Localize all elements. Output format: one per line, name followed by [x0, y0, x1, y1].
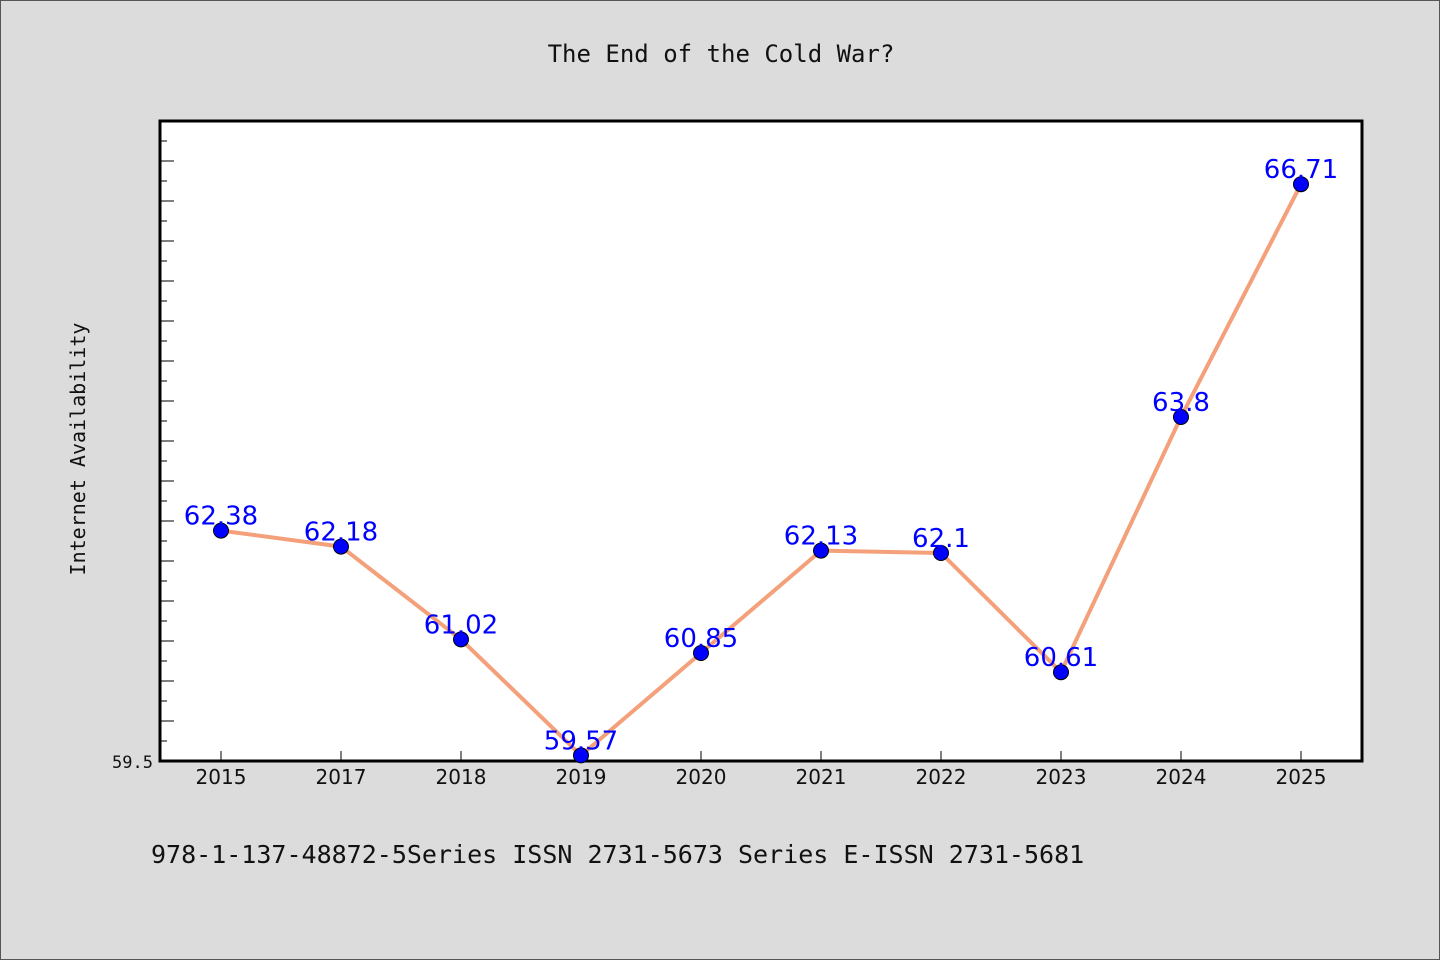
data-point	[1173, 409, 1189, 425]
data-point	[1293, 176, 1309, 193]
data-label: 60.85	[664, 624, 738, 654]
series-line-group	[219, 182, 1303, 758]
data-point	[333, 538, 349, 555]
data-label: 62.1	[912, 524, 970, 554]
footer-text: 978-1-137-48872-5Series ISSN 2731-5673 S…	[151, 840, 1084, 869]
x-tick-label: 2023	[1036, 765, 1087, 789]
x-tick-label: 2025	[1276, 765, 1327, 789]
x-tick-label: 2022	[916, 765, 967, 789]
data-points	[213, 176, 1309, 764]
data-label: 60.61	[1024, 643, 1098, 673]
series-line	[219, 182, 1303, 758]
data-label: 66.71	[1264, 155, 1338, 185]
data-labels: 62.38 62.18 61.02 59.57 60.85 62.13 62.1 60.61 6…	[184, 155, 1338, 756]
chart-title: The End of the Cold War?	[548, 40, 895, 68]
data-point	[1053, 664, 1069, 681]
data-point	[693, 645, 709, 661]
data-point	[453, 631, 469, 648]
data-label: 63.8	[1152, 388, 1210, 418]
x-axis-ticks: 2015 2017 2018 2019 2020 2021 2022 2023 2024 2025	[196, 751, 1327, 789]
plot-area	[158, 119, 1364, 763]
x-tick-label: 2019	[556, 765, 607, 789]
data-label: 62.13	[784, 522, 858, 552]
data-point	[573, 747, 589, 764]
x-tick-label: 2017	[316, 765, 367, 789]
y-axis-ticks	[160, 120, 174, 762]
data-label: 59.57	[544, 726, 618, 756]
y-tick-label-min: 59.5	[112, 753, 153, 773]
data-point	[213, 522, 229, 539]
data-point	[813, 542, 829, 559]
data-label: 61.02	[424, 610, 498, 640]
x-tick-label: 2015	[196, 765, 247, 789]
y-axis-label: Internet Availability	[66, 323, 90, 576]
x-tick-label: 2021	[796, 765, 847, 789]
x-tick-label: 2020	[676, 765, 727, 789]
x-tick-label: 2018	[436, 765, 487, 789]
x-tick-label: 2024	[1156, 765, 1207, 789]
data-label: 62.18	[304, 518, 378, 548]
data-label: 62.38	[184, 502, 258, 532]
data-point	[933, 545, 949, 561]
